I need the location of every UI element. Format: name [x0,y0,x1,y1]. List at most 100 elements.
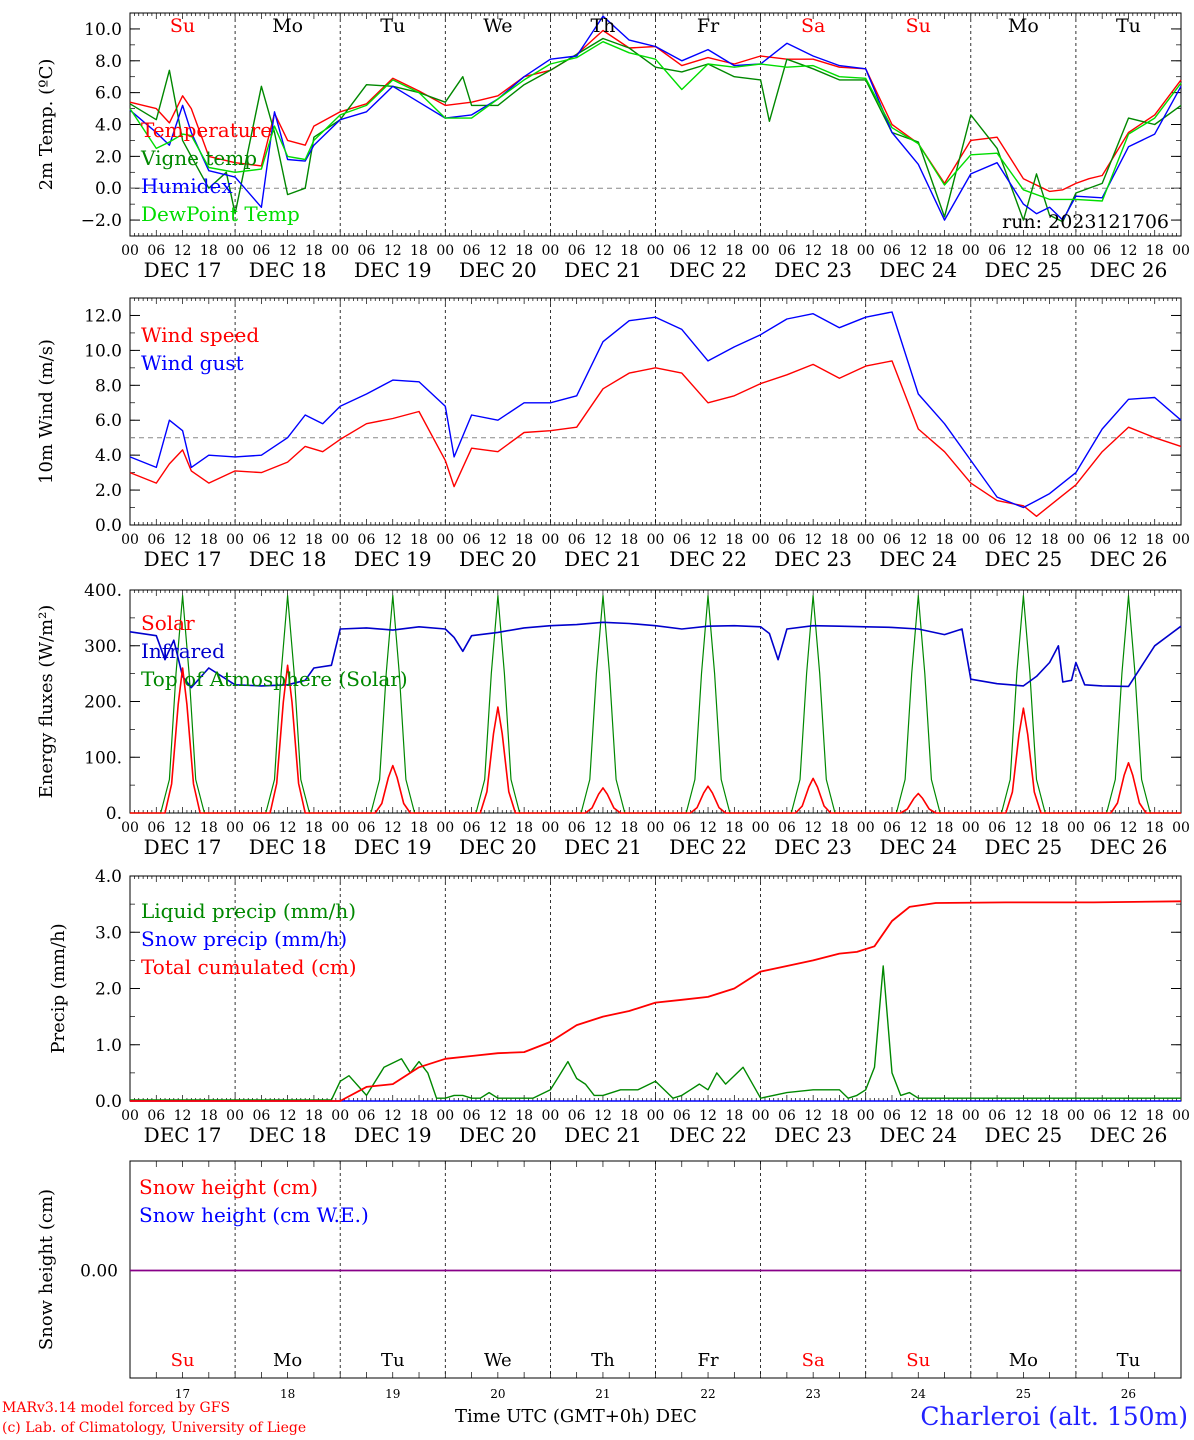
x-hour-label: 12 [1014,243,1032,259]
x-hour-label: 00 [1067,1108,1085,1124]
x-hour-label: 06 [1093,532,1111,548]
x-hour-label: 06 [358,532,376,548]
weekday-label-bottom: Su [171,1350,195,1371]
legend-wind-speed: Wind speed [141,323,259,347]
y-tick-label: 0.0 [95,179,122,199]
weekday-label-bottom: Su [906,1350,930,1371]
x-hour-label: 12 [279,243,297,259]
x-hour-label: 00 [647,243,665,259]
x-hour-label: 18 [305,243,323,259]
credit-lab: (c) Lab. of Climatology, University of L… [2,1420,307,1436]
y-axis-label: Snow height (cm) [36,1189,57,1350]
x-hour-label: 12 [594,243,612,259]
x-hour-label: 06 [568,820,586,836]
x-hour-label: 06 [673,820,691,836]
x-hour-label: 12 [594,532,612,548]
x-hour-label: 18 [936,243,954,259]
weekday-label-bottom: We [484,1350,512,1371]
x-hour-label: 12 [909,532,927,548]
x-hour-label: 12 [804,532,822,548]
x-hour-label: 00 [1172,532,1190,548]
y-tick-label: 8.0 [95,52,122,72]
y-axis-label: 2m Temp. (ºC) [36,59,57,191]
series-dewpoint-temp [129,41,1182,202]
legend-snow-precip-mm-h: Snow precip (mm/h) [141,927,347,951]
x-date-label: DEC 20 [459,258,537,282]
series-humidex [129,15,1182,221]
x-date-label: DEC 26 [1090,258,1168,282]
x-date-label: DEC 20 [459,1123,537,1147]
x-hour-label: 12 [384,532,402,548]
x-hour-label: 12 [1014,1108,1032,1124]
x-hour-label: 00 [541,1108,559,1124]
day-number-label: 26 [1121,1387,1136,1401]
x-date-label: DEC 22 [669,835,747,859]
legend-snow-height-cm-w-e: Snow height (cm W.E.) [139,1203,369,1227]
weekday-label-bottom: Sa [802,1350,825,1371]
x-hour-label: 00 [121,243,139,259]
y-tick-label: 4.0 [95,867,122,887]
x-hour-label: 06 [1093,243,1111,259]
y-tick-label: 8.0 [95,376,122,396]
legend-vigne-temp: Vigne temp [140,146,257,170]
x-hour-label: 18 [831,820,849,836]
x-hour-label: 00 [226,820,244,836]
x-hour-label: 12 [279,532,297,548]
legend-top-of-atmosphere-solar: Top of Atmosphere (Solar) [141,667,408,691]
x-hour-label: 18 [200,820,218,836]
x-hour-label: 00 [121,532,139,548]
x-hour-label: 06 [568,1108,586,1124]
series-liquid-precip-mm-h [130,965,1181,1101]
station-name: Charleroi (alt. 150m) [920,1402,1188,1431]
x-hour-label: 18 [200,243,218,259]
x-hour-label: 00 [857,1108,875,1124]
x-hour-label: 12 [174,820,192,836]
x-hour-label: 12 [699,820,717,836]
x-hour-label: 06 [252,532,270,548]
weekday-label-top: We [483,15,512,37]
weekday-label-top: Tu [1116,15,1141,37]
legend-temperature: Temperature [141,118,272,142]
x-hour-label: 00 [962,820,980,836]
x-date-label: DEC 22 [669,258,747,282]
x-hour-label: 18 [936,1108,954,1124]
x-hour-label: 00 [121,820,139,836]
x-hour-label: 00 [647,820,665,836]
x-hour-label: 06 [252,820,270,836]
weekday-label-bottom: Mo [1009,1350,1038,1371]
x-hour-label: 18 [515,532,533,548]
y-axis-label: Precip (mm/h) [48,923,69,1053]
y-tick-label: 2.0 [95,481,122,501]
x-hour-label: 18 [305,1108,323,1124]
x-hour-label: 00 [436,532,454,548]
x-hour-label: 12 [279,1108,297,1124]
y-tick-label: 200. [84,693,122,713]
x-hour-label: 00 [331,243,349,259]
x-hour-label: 00 [331,820,349,836]
x-hour-label: 06 [778,243,796,259]
x-date-label: DEC 18 [249,547,327,571]
x-hour-label: 06 [988,820,1006,836]
x-date-label: DEC 24 [879,547,957,571]
x-hour-label: 00 [436,1108,454,1124]
x-hour-label: 18 [410,1108,428,1124]
x-date-label: DEC 21 [564,258,642,282]
x-date-label: DEC 17 [144,258,222,282]
x-hour-label: 12 [804,820,822,836]
x-hour-label: 06 [463,1108,481,1124]
day-number-label: 23 [806,1387,821,1401]
day-number-label: 21 [595,1387,610,1401]
x-hour-label: 06 [147,243,165,259]
x-hour-label: 18 [1146,532,1164,548]
x-date-label: DEC 18 [249,835,327,859]
x-hour-label: 18 [1041,820,1059,836]
x-hour-label: 18 [725,1108,743,1124]
x-hour-label: 18 [725,820,743,836]
y-tick-label: 2.0 [95,147,122,167]
x-hour-label: 06 [1093,820,1111,836]
x-hour-label: 06 [568,532,586,548]
weekday-label-top: Fr [697,15,720,37]
x-date-label: DEC 26 [1090,1123,1168,1147]
series-vigne-temp [129,37,1182,223]
y-tick-label: 0. [106,804,122,824]
